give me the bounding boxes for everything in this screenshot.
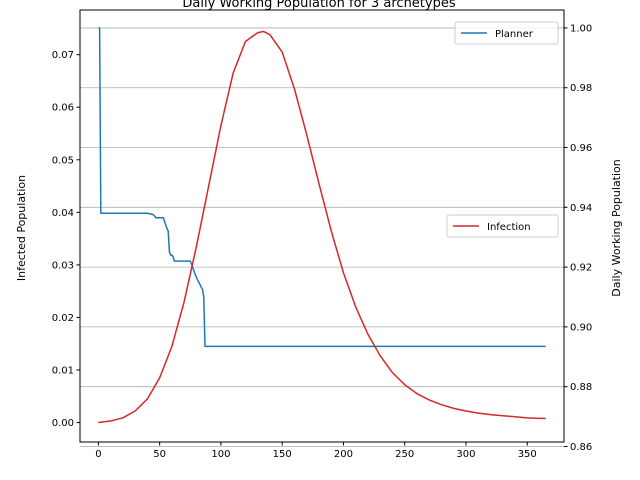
y-axis-left: 0.00 0.01 0.02 0.03 0.04 0.05 0.06 0.07 [52,50,80,429]
y-left-tick-label: 0.02 [52,313,74,324]
y-left-tick-label: 0.05 [52,155,74,166]
y-right-tick-label: 1.00 [570,23,592,34]
legend-box [446,214,559,238]
series-line-planner [98,27,546,348]
legend-box [454,21,559,45]
y-left-tick-label: 0.03 [52,260,74,271]
y-left-tick-label: 0.01 [52,366,74,377]
y-right-tick-label: 0.88 [570,382,592,393]
y-right-tick-label: 0.94 [570,203,592,214]
legend-label: Planner [495,29,534,40]
x-tick-label: 100 [211,449,230,460]
y-left-tick-label: 0.07 [52,50,74,61]
legend-label: Infection [487,222,531,233]
legend-planner: Planner [454,21,559,45]
x-axis: 0 50 100 150 200 250 300 350 [95,442,537,460]
y-right-tick-label: 0.92 [570,263,592,274]
chart-title: Daily Working Population for 3 archetype… [182,0,455,11]
x-tick-label: 0 [95,449,101,460]
x-tick-label: 250 [395,449,414,460]
y-axis-right-label: Daily Working Population [610,159,623,297]
y-right-tick-label: 0.90 [570,322,592,333]
x-tick-label: 200 [334,449,353,460]
x-tick-label: 300 [456,449,475,460]
y-right-tick-label: 0.98 [570,83,592,94]
series-layer [98,27,546,424]
y-axis-left-label: Infected Population [15,175,28,281]
y-left-tick-label: 0.04 [52,208,74,219]
grid-lines [80,27,564,447]
x-tick-label: 50 [153,449,166,460]
series-line-infection [98,30,546,424]
plot-frame [79,9,565,443]
y-axis-right: 0.86 0.88 0.90 0.92 0.94 0.96 0.98 1.00 [564,23,592,453]
y-right-tick-label: 0.86 [570,442,592,453]
y-left-tick-label: 0.06 [52,103,74,114]
y-left-tick-label: 0.00 [52,418,74,429]
y-right-tick-label: 0.96 [570,143,592,154]
x-tick-label: 350 [518,449,537,460]
x-tick-label: 150 [273,449,292,460]
legend-infection: Infection [446,214,559,238]
